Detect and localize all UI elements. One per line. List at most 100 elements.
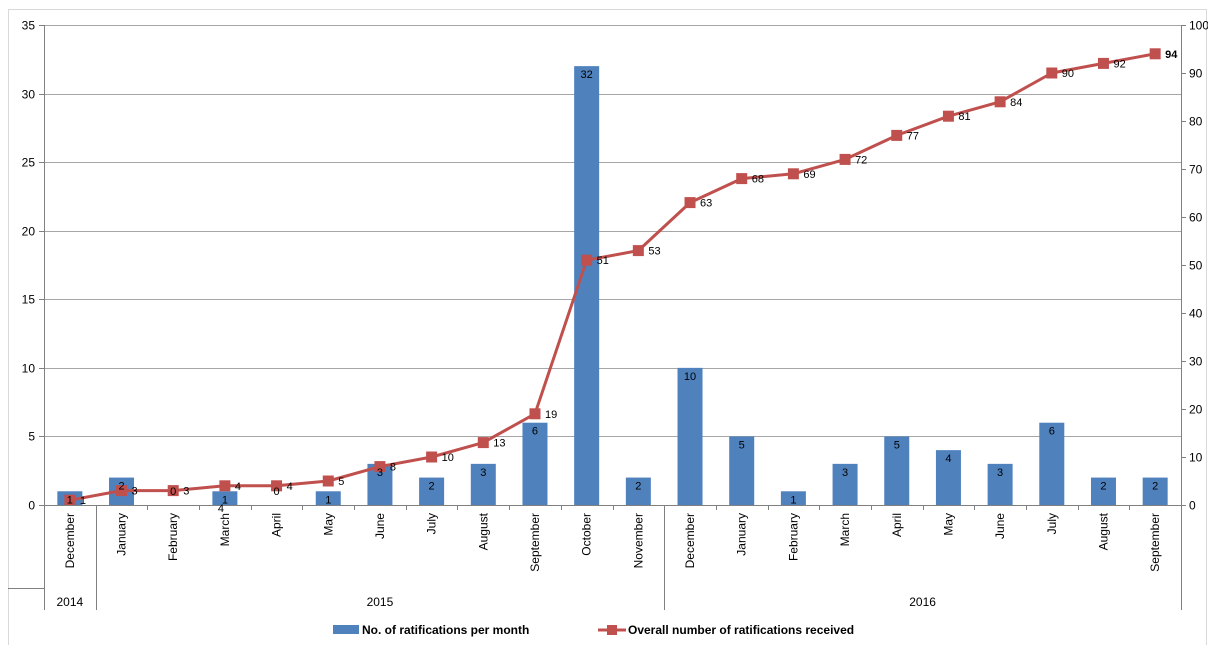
line-value-label: 19: [545, 409, 557, 421]
category-label: April: [890, 513, 904, 537]
line-marker: [891, 129, 903, 141]
line-value-label: 10: [442, 452, 454, 464]
extra-value-label: 4: [218, 503, 224, 515]
line-value-label: 51: [597, 255, 609, 267]
legend-line-marker: [607, 625, 617, 635]
category-label: June: [373, 513, 387, 539]
category-label: July: [1045, 513, 1059, 534]
bar: [470, 463, 496, 505]
category-label: March: [218, 513, 232, 546]
right-axis-tick-label: 60: [1189, 211, 1203, 225]
bar-value-label: 0: [170, 486, 176, 498]
bar-value-label: 0: [274, 486, 280, 498]
category-label: December: [63, 513, 77, 568]
right-axis-tick-label: 100: [1189, 19, 1208, 33]
line-marker: [322, 475, 334, 487]
bar-value-label: 2: [1152, 481, 1158, 493]
category-label: January: [735, 513, 749, 556]
left-axis-tick-label: 25: [22, 156, 36, 170]
line-value-label: 68: [752, 174, 764, 186]
line-marker: [787, 168, 799, 180]
left-axis-tick-label: 15: [22, 293, 36, 307]
line-value-label: 94: [1165, 49, 1178, 61]
legend-line-label: Overall number of ratifications received: [628, 623, 854, 637]
bar: [625, 477, 651, 505]
right-axis-tick-label: 40: [1189, 307, 1203, 321]
bar-value-label: 3: [842, 467, 848, 479]
line-marker: [839, 153, 851, 165]
bar: [832, 463, 858, 505]
bar-value-label: 5: [739, 439, 745, 451]
category-label: February: [786, 513, 800, 561]
line-marker: [529, 408, 541, 420]
line-marker: [736, 173, 748, 185]
category-label: December: [683, 513, 697, 568]
right-axis-tick-label: 80: [1189, 115, 1203, 129]
bar: [780, 491, 806, 505]
line-marker: [374, 461, 386, 473]
bar: [1090, 477, 1116, 505]
left-axis-tick-label: 10: [22, 362, 36, 376]
bar-value-label: 6: [532, 426, 538, 438]
line-value-label: 3: [183, 486, 189, 498]
line-marker: [632, 245, 644, 257]
bar-value-label: 1: [325, 494, 331, 506]
bar: [522, 422, 548, 505]
legend: No. of ratifications per month Overall n…: [333, 623, 854, 637]
gridlines: [8, 9, 1207, 645]
axes: 051015202530350102030405060708090100Dece…: [8, 19, 1208, 610]
bar-value-label: 32: [581, 69, 593, 81]
line-marker: [942, 110, 954, 122]
bar: [884, 436, 910, 505]
bar-value-label: 2: [1100, 481, 1106, 493]
legend-bar-label: No. of ratifications per month: [362, 623, 529, 637]
year-label: 2014: [56, 595, 83, 609]
line-marker: [426, 451, 438, 463]
bar-value-label: 2: [635, 481, 641, 493]
line-value-label: 84: [1010, 97, 1022, 109]
left-axis-tick-label: 20: [22, 225, 36, 239]
bar-value-label: 6: [1049, 426, 1055, 438]
category-label: February: [166, 513, 180, 561]
line-value-label: 90: [1062, 68, 1074, 80]
bar-value-label: 10: [684, 371, 696, 383]
line-marker: [271, 480, 283, 492]
bar-value-label: 2: [118, 481, 124, 493]
bar-value-label: 5: [894, 439, 900, 451]
category-label: September: [1148, 513, 1162, 572]
right-axis-tick-label: 30: [1189, 355, 1203, 369]
bar-value-label: 3: [997, 467, 1003, 479]
bar: [729, 436, 755, 505]
right-axis-tick-label: 0: [1189, 499, 1196, 513]
bar-value-label: 4: [945, 453, 951, 465]
bar: [987, 463, 1013, 505]
line-marker: [116, 485, 128, 497]
right-axis-tick-label: 90: [1189, 67, 1203, 81]
category-label: September: [528, 513, 542, 572]
line-marker: [477, 437, 489, 449]
left-axis-tick-label: 0: [28, 499, 35, 513]
line-value-label: 63: [700, 198, 712, 210]
line-value-label: 77: [907, 130, 919, 142]
line-marker: [219, 480, 231, 492]
bar-value-label: 1: [790, 494, 796, 506]
category-label: March: [838, 513, 852, 546]
line-marker: [167, 485, 179, 497]
bar-value-label: 1: [67, 494, 73, 506]
right-axis-tick-label: 50: [1189, 259, 1203, 273]
bar-value-label: 3: [377, 467, 383, 479]
bar: [419, 477, 445, 505]
line-value-label: 8: [390, 462, 396, 474]
category-label: May: [321, 513, 335, 536]
right-axis-tick-label: 20: [1189, 403, 1203, 417]
line-value-label: 69: [803, 169, 815, 181]
chart-border: [8, 9, 1207, 645]
bar-value-label: 2: [429, 481, 435, 493]
bar-value-label: 3: [480, 467, 486, 479]
line-value-label: 4: [287, 481, 293, 493]
cumulative-line: [69, 52, 1156, 502]
category-label: August: [476, 512, 490, 550]
year-label: 2015: [367, 595, 394, 609]
left-axis-tick-label: 30: [22, 88, 36, 102]
